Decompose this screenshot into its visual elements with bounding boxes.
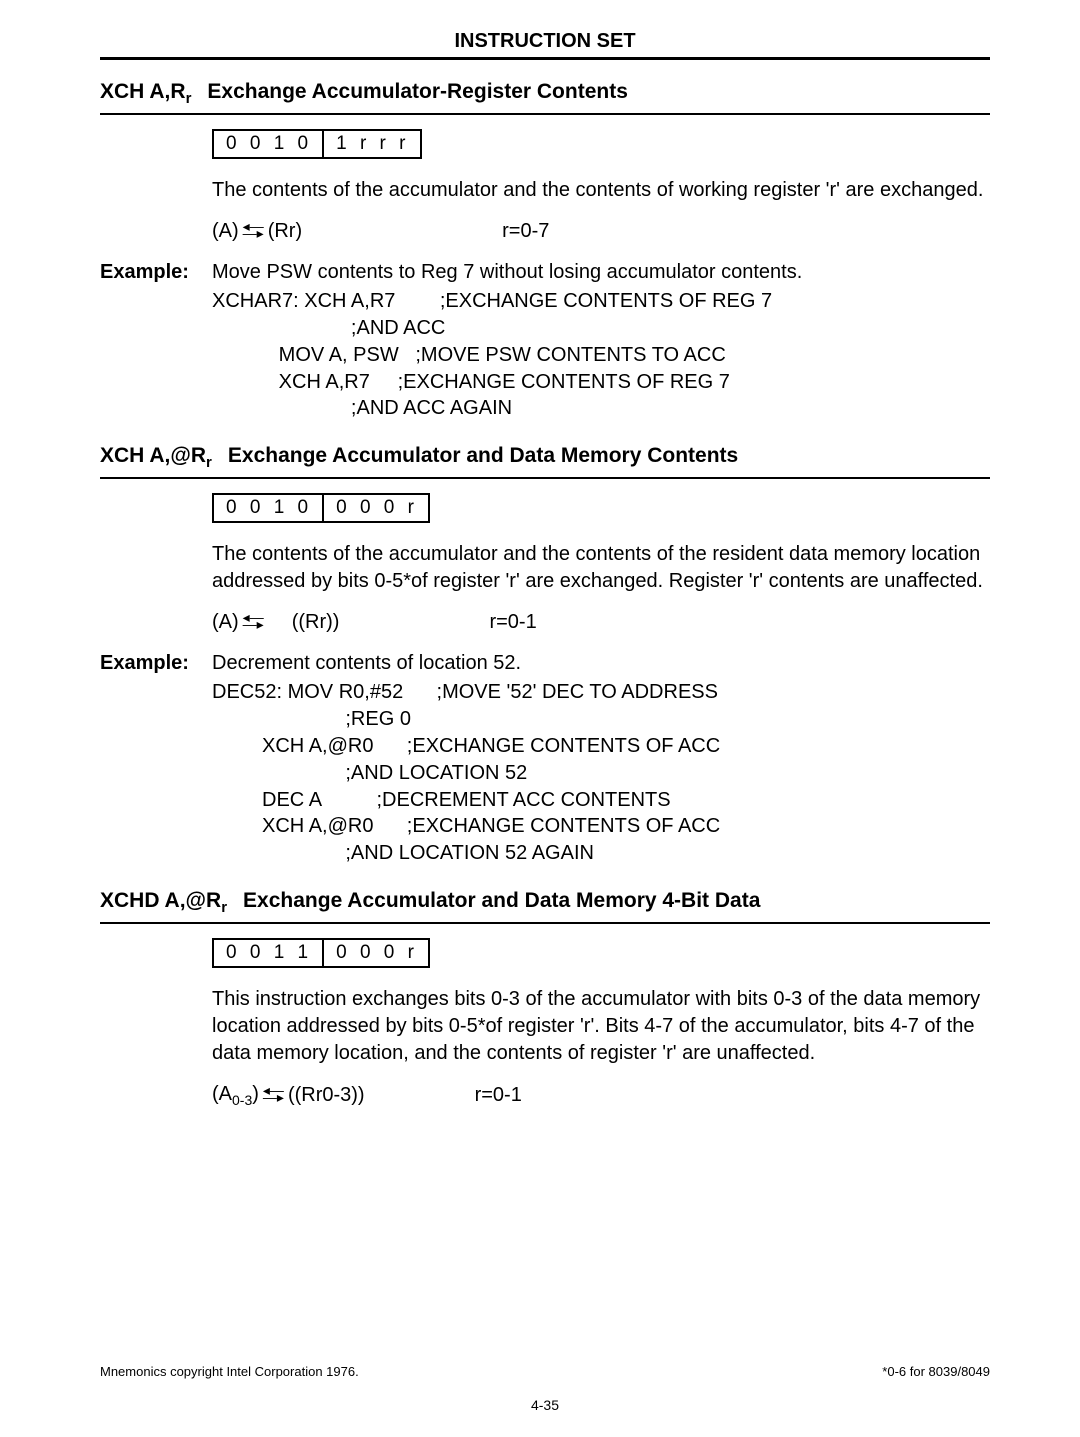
section-heading: XCH A,Rr Exchange Accumulator-Register C… (100, 80, 990, 107)
example-intro: Move PSW contents to Reg 7 without losin… (212, 261, 990, 284)
eq-left: (A0-3) (212, 1083, 259, 1108)
mnemonic-prefix: XCH A,@R (100, 444, 206, 467)
opcode-low-nibble: 0 0 0 r (324, 495, 428, 521)
page-footer: Mnemonics copyright Intel Corporation 19… (100, 1364, 990, 1413)
eq-right: r=0-7 (502, 220, 549, 243)
example-label: Example: (100, 261, 212, 422)
description: The contents of the accumulator and the … (212, 541, 990, 595)
eq-left: (A) (212, 220, 239, 243)
opcode-high-nibble: 0 0 1 0 (214, 495, 324, 521)
mnemonic-sub: r (186, 90, 192, 107)
equation: (A) ◂——▸ ((Rr)) r=0-1 (212, 611, 990, 634)
page-number: 4-35 (100, 1397, 990, 1413)
section-title: Exchange Accumulator and Data Memory Con… (228, 444, 738, 468)
mnemonic-sub: r (206, 454, 212, 471)
opcode-high-nibble: 0 0 1 0 (214, 131, 324, 157)
description: The contents of the accumulator and the … (212, 177, 990, 204)
section-divider (100, 922, 990, 924)
mnemonic-prefix: XCHD A,@R (100, 889, 221, 912)
mnemonic-prefix: XCH A,R (100, 80, 186, 103)
example-code: XCHAR7: XCH A,R7 ;EXCHANGE CONTENTS OF R… (212, 288, 990, 422)
eq-mid: ((Rr)) (292, 611, 340, 634)
section-divider (100, 113, 990, 115)
section-divider (100, 477, 990, 479)
opcode-low-nibble: 0 0 0 r (324, 940, 428, 966)
opcode-box: 0 0 1 1 0 0 0 r (212, 938, 430, 968)
eq-mid: (Rr) (268, 220, 302, 243)
header-divider (100, 57, 990, 60)
example-block: Example: Move PSW contents to Reg 7 with… (100, 261, 990, 422)
page-header: INSTRUCTION SET (100, 30, 990, 53)
mnemonic-sub: r (221, 899, 227, 916)
example-intro: Decrement contents of location 52. (212, 652, 990, 675)
footer-copyright: Mnemonics copyright Intel Corporation 19… (100, 1364, 359, 1379)
example-block: Example: Decrement contents of location … (100, 652, 990, 867)
example-code: DEC52: MOV R0,#52 ;MOVE '52' DEC TO ADDR… (212, 679, 990, 867)
exchange-arrows-icon: ◂——▸ (243, 223, 264, 237)
section-title: Exchange Accumulator-Register Contents (207, 80, 627, 104)
equation: (A0-3) ◂——▸ ((Rr0-3)) r=0-1 (212, 1083, 990, 1108)
eq-mid: ((Rr0-3)) (288, 1084, 365, 1107)
exchange-arrows-icon: ◂——▸ (243, 614, 264, 628)
mnemonic: XCH A,@Rr (100, 444, 212, 471)
opcode-high-nibble: 0 0 1 1 (214, 940, 324, 966)
opcode-box: 0 0 1 0 1 r r r (212, 129, 422, 159)
description: This instruction exchanges bits 0-3 of t… (212, 986, 990, 1067)
opcode-box: 0 0 1 0 0 0 0 r (212, 493, 430, 523)
exchange-arrows-icon: ◂——▸ (263, 1087, 284, 1101)
section-title: Exchange Accumulator and Data Memory 4-B… (243, 889, 760, 913)
mnemonic: XCHD A,@Rr (100, 889, 227, 916)
eq-right: r=0-1 (489, 611, 536, 634)
eq-left: (A) (212, 611, 239, 634)
mnemonic: XCH A,Rr (100, 80, 191, 107)
section-heading: XCH A,@Rr Exchange Accumulator and Data … (100, 444, 990, 471)
equation: (A) ◂——▸ (Rr) r=0-7 (212, 220, 990, 243)
example-label: Example: (100, 652, 212, 867)
footer-note: *0-6 for 8039/8049 (882, 1364, 990, 1379)
opcode-low-nibble: 1 r r r (324, 131, 419, 157)
section-heading: XCHD A,@Rr Exchange Accumulator and Data… (100, 889, 990, 916)
eq-right: r=0-1 (475, 1084, 522, 1107)
